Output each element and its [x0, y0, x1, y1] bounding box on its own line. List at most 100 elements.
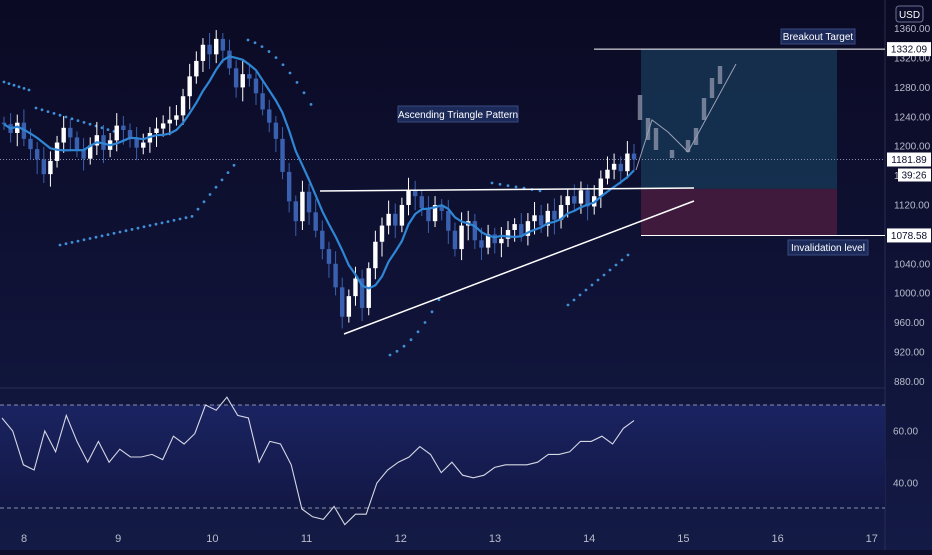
oscillator-pane[interactable] [0, 396, 885, 526]
candle[interactable] [167, 119, 172, 124]
candle[interactable] [572, 196, 577, 204]
candle[interactable] [200, 44, 206, 61]
candle[interactable] [313, 212, 318, 231]
candle[interactable] [61, 127, 66, 143]
candle[interactable] [240, 74, 245, 88]
candle[interactable] [585, 190, 590, 207]
candle[interactable] [346, 296, 352, 317]
candle[interactable] [538, 215, 544, 226]
candle[interactable] [512, 224, 517, 230]
candle[interactable] [214, 38, 219, 55]
candle[interactable] [532, 215, 537, 222]
candle[interactable] [552, 210, 557, 220]
candle[interactable] [340, 287, 345, 317]
support-trendline[interactable] [343, 200, 695, 335]
candle[interactable] [121, 125, 126, 131]
candle[interactable] [432, 205, 438, 222]
candle[interactable] [605, 169, 610, 179]
candle[interactable] [160, 123, 166, 129]
candle[interactable] [207, 44, 212, 55]
candle[interactable] [134, 138, 139, 148]
date-tick-label: 14 [583, 533, 595, 545]
candle[interactable] [565, 196, 570, 205]
candle[interactable] [333, 263, 338, 288]
sar-dot [614, 263, 618, 267]
candle[interactable] [227, 50, 232, 69]
candle[interactable] [174, 115, 179, 120]
candle[interactable] [631, 153, 637, 160]
candle[interactable] [545, 210, 550, 226]
candle[interactable] [598, 178, 604, 197]
candle[interactable] [286, 171, 292, 202]
candle[interactable] [74, 137, 80, 150]
candle[interactable] [485, 234, 491, 248]
candle[interactable] [625, 153, 630, 172]
candle[interactable] [280, 138, 285, 172]
candle[interactable] [472, 221, 478, 241]
candle[interactable] [127, 130, 133, 139]
candle[interactable] [359, 278, 365, 308]
candle[interactable] [94, 135, 100, 146]
candle[interactable] [247, 74, 252, 79]
candle[interactable] [233, 68, 239, 88]
candle[interactable] [379, 225, 385, 242]
sar-dot [184, 216, 188, 220]
candle[interactable] [68, 127, 73, 138]
price-pane[interactable] [0, 30, 885, 357]
candle[interactable] [88, 145, 93, 159]
candle[interactable] [439, 205, 444, 211]
candle[interactable] [459, 225, 464, 250]
candle[interactable] [54, 142, 60, 161]
candle[interactable] [446, 210, 451, 231]
candle[interactable] [15, 122, 20, 133]
pattern-label-box [397, 105, 519, 123]
candle[interactable] [306, 191, 312, 213]
currency-badge[interactable] [895, 5, 924, 23]
candle[interactable] [194, 60, 199, 77]
candle[interactable] [300, 191, 305, 222]
candle[interactable] [253, 78, 259, 94]
candle[interactable] [273, 122, 279, 139]
candle[interactable] [326, 249, 332, 264]
candle[interactable] [611, 163, 617, 170]
candle[interactable] [505, 229, 511, 239]
candle[interactable] [386, 213, 391, 226]
candle[interactable] [180, 96, 186, 116]
candle[interactable] [48, 160, 53, 175]
candle[interactable] [28, 138, 33, 150]
candle[interactable] [154, 128, 159, 133]
candle[interactable] [452, 230, 458, 250]
candle[interactable] [220, 38, 226, 51]
candle[interactable] [267, 109, 272, 123]
candle[interactable] [525, 221, 531, 236]
candle[interactable] [426, 207, 431, 222]
candle[interactable] [114, 125, 119, 141]
candle[interactable] [519, 224, 524, 236]
candle[interactable] [41, 159, 46, 175]
candle[interactable] [499, 238, 504, 244]
resistance-trendline[interactable] [319, 187, 695, 192]
candle[interactable] [373, 241, 378, 269]
candle[interactable] [260, 93, 265, 110]
date-tick-label: 10 [206, 533, 218, 545]
candle[interactable] [320, 230, 325, 250]
candle[interactable] [492, 234, 497, 244]
candle[interactable] [1, 122, 7, 125]
candle[interactable] [578, 190, 584, 204]
candle[interactable] [293, 201, 298, 222]
candle[interactable] [618, 163, 623, 172]
candle[interactable] [419, 196, 424, 208]
candle[interactable] [393, 213, 398, 226]
candle[interactable] [353, 278, 358, 297]
candle[interactable] [187, 76, 192, 97]
candle[interactable] [81, 149, 86, 159]
candle[interactable] [479, 240, 484, 248]
countdown-label: 39:26 [901, 171, 926, 182]
candle[interactable] [141, 142, 146, 148]
candle[interactable] [399, 205, 405, 226]
candle[interactable] [558, 205, 564, 220]
candle[interactable] [34, 149, 40, 160]
candle[interactable] [412, 190, 418, 197]
candle[interactable] [406, 190, 411, 205]
